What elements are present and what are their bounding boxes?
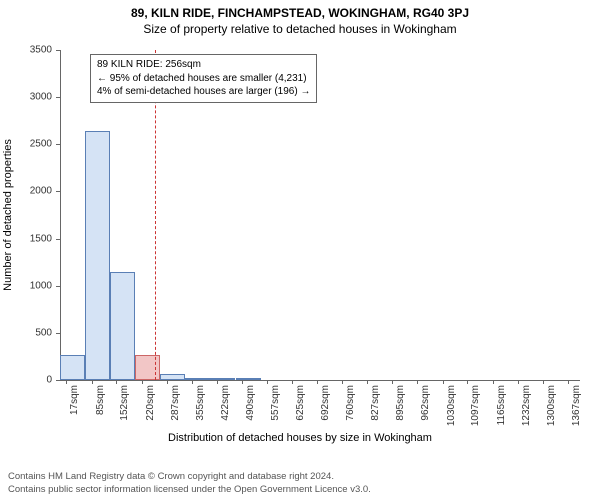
footer-line1: Contains HM Land Registry data © Crown c… bbox=[8, 471, 371, 483]
x-axis-label: Distribution of detached houses by size … bbox=[0, 432, 600, 444]
x-tick-mark bbox=[443, 380, 444, 384]
page-title: 89, KILN RIDE, FINCHAMPSTEAD, WOKINGHAM,… bbox=[0, 0, 600, 20]
x-tick-mark bbox=[167, 380, 168, 384]
x-tick-mark bbox=[342, 380, 343, 384]
x-tick-mark bbox=[367, 380, 368, 384]
x-tick-mark bbox=[317, 380, 318, 384]
x-tick-mark bbox=[192, 380, 193, 384]
x-tick-mark bbox=[116, 380, 117, 384]
x-tick-mark bbox=[92, 380, 93, 384]
annotation-box: 89 KILN RIDE: 256sqm ← 95% of detached h… bbox=[90, 54, 317, 103]
x-tick-mark bbox=[568, 380, 569, 384]
y-tick-label: 1000 bbox=[12, 280, 52, 291]
y-axis-label: Number of detached properties bbox=[2, 139, 14, 291]
footer: Contains HM Land Registry data © Crown c… bbox=[8, 471, 371, 496]
x-tick-mark bbox=[217, 380, 218, 384]
x-tick-mark bbox=[417, 380, 418, 384]
x-axis bbox=[60, 380, 580, 381]
histogram-bar bbox=[60, 355, 85, 380]
histogram-bar bbox=[135, 355, 160, 380]
annotation-line3: 4% of semi-detached houses are larger (1… bbox=[97, 85, 310, 99]
y-tick-label: 2500 bbox=[12, 139, 52, 150]
x-tick-mark bbox=[392, 380, 393, 384]
histogram-bar bbox=[85, 131, 110, 380]
plot-area: 89 KILN RIDE: 256sqm ← 95% of detached h… bbox=[60, 50, 580, 380]
chart-container: Number of detached properties 0 500 1000 15… bbox=[0, 40, 600, 440]
y-tick-label: 3500 bbox=[12, 45, 52, 56]
page-subtitle: Size of property relative to detached ho… bbox=[0, 20, 600, 36]
y-tick-label: 1500 bbox=[12, 233, 52, 244]
x-tick-mark bbox=[467, 380, 468, 384]
y-tick-label: 500 bbox=[12, 327, 52, 338]
x-tick-mark bbox=[493, 380, 494, 384]
x-tick-mark bbox=[142, 380, 143, 384]
x-tick-mark bbox=[543, 380, 544, 384]
y-tick-label: 3000 bbox=[12, 92, 52, 103]
x-tick-mark bbox=[242, 380, 243, 384]
y-tick-label: 2000 bbox=[12, 186, 52, 197]
x-tick-mark bbox=[66, 380, 67, 384]
annotation-line1: 89 KILN RIDE: 256sqm bbox=[97, 58, 310, 72]
annotation-line2: ← 95% of detached houses are smaller (4,… bbox=[97, 72, 310, 86]
x-tick-mark bbox=[292, 380, 293, 384]
x-tick-mark bbox=[518, 380, 519, 384]
x-tick-mark bbox=[267, 380, 268, 384]
y-tick-label: 0 bbox=[12, 375, 52, 386]
histogram-bar bbox=[110, 272, 135, 380]
footer-line2: Contains public sector information licen… bbox=[8, 484, 371, 496]
